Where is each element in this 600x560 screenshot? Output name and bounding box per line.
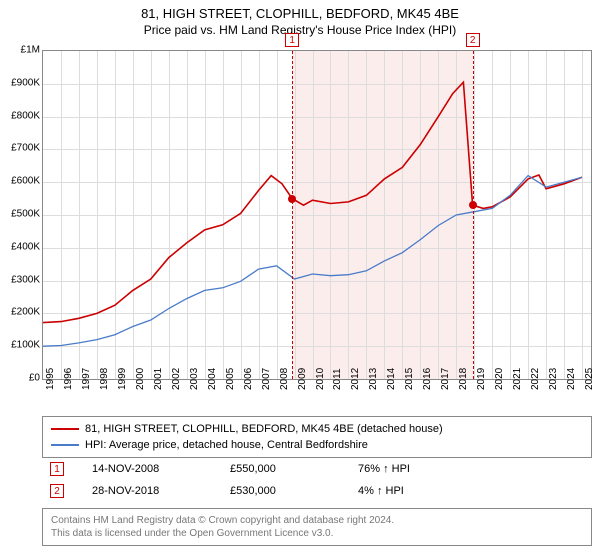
x-axis-label: 2014 xyxy=(386,368,397,390)
chart-svg xyxy=(43,51,591,379)
x-axis-label: 2023 xyxy=(548,368,559,390)
legend-item: HPI: Average price, detached house, Cent… xyxy=(51,437,583,453)
sale-date: 14-NOV-2008 xyxy=(92,463,202,475)
sale-row-marker: 1 xyxy=(50,462,64,476)
title-block: 81, HIGH STREET, CLOPHILL, BEDFORD, MK45… xyxy=(0,0,600,37)
x-axis-label: 2015 xyxy=(404,368,415,390)
x-axis-label: 1995 xyxy=(45,368,56,390)
x-axis-label: 2018 xyxy=(458,368,469,390)
y-axis-label: £1M xyxy=(4,45,40,56)
x-axis-label: 2024 xyxy=(566,368,577,390)
sale-marker-box: 1 xyxy=(285,33,299,47)
y-axis-label: £400K xyxy=(4,241,40,252)
sale-price: £530,000 xyxy=(230,485,330,497)
x-axis-label: 1998 xyxy=(99,368,110,390)
x-axis-label: 2013 xyxy=(368,368,379,390)
legend-item: 81, HIGH STREET, CLOPHILL, BEDFORD, MK45… xyxy=(51,421,583,437)
sale-marker-box: 2 xyxy=(466,33,480,47)
chart-container: 81, HIGH STREET, CLOPHILL, BEDFORD, MK45… xyxy=(0,0,600,560)
title-sub: Price paid vs. HM Land Registry's House … xyxy=(0,23,600,37)
y-axis-label: £0 xyxy=(4,373,40,384)
legend-swatch xyxy=(51,444,79,446)
sale-date: 28-NOV-2018 xyxy=(92,485,202,497)
sale-point-dot xyxy=(288,195,296,203)
y-axis-label: £600K xyxy=(4,176,40,187)
x-axis-label: 2000 xyxy=(135,368,146,390)
y-axis-label: £200K xyxy=(4,307,40,318)
legend-label: 81, HIGH STREET, CLOPHILL, BEDFORD, MK45… xyxy=(85,421,443,437)
x-axis-label: 2016 xyxy=(422,368,433,390)
footer-line1: Contains HM Land Registry data © Crown c… xyxy=(51,514,583,527)
x-axis-label: 2025 xyxy=(584,368,595,390)
x-axis-label: 2011 xyxy=(332,368,343,390)
x-axis-label: 1996 xyxy=(63,368,74,390)
x-axis-label: 2005 xyxy=(225,368,236,390)
footer-attribution: Contains HM Land Registry data © Crown c… xyxy=(42,508,592,546)
sales-table: 1 14-NOV-2008 £550,000 76% ↑ HPI 2 28-NOV-201… xyxy=(42,458,592,502)
y-axis-label: £500K xyxy=(4,209,40,220)
chart-plot-area: 12 xyxy=(42,50,592,380)
y-axis-label: £100K xyxy=(4,340,40,351)
x-axis-label: 2009 xyxy=(297,368,308,390)
x-axis-label: 1997 xyxy=(81,368,92,390)
sale-row: 1 14-NOV-2008 £550,000 76% ↑ HPI xyxy=(42,458,592,480)
y-axis-label: £800K xyxy=(4,110,40,121)
legend-label: HPI: Average price, detached house, Cent… xyxy=(85,437,368,453)
x-axis-label: 2017 xyxy=(440,368,451,390)
y-axis-label: £300K xyxy=(4,274,40,285)
x-axis-label: 2007 xyxy=(261,368,272,390)
x-axis-label: 2006 xyxy=(243,368,254,390)
footer-line2: This data is licensed under the Open Gov… xyxy=(51,527,583,540)
sale-point-dot xyxy=(469,201,477,209)
sale-marker-line xyxy=(473,51,474,379)
title-main: 81, HIGH STREET, CLOPHILL, BEDFORD, MK45… xyxy=(0,6,600,21)
legend-swatch xyxy=(51,428,79,430)
sale-row: 2 28-NOV-2018 £530,000 4% ↑ HPI xyxy=(42,480,592,502)
x-axis-label: 2012 xyxy=(350,368,361,390)
x-axis-label: 2021 xyxy=(512,368,523,390)
legend: 81, HIGH STREET, CLOPHILL, BEDFORD, MK45… xyxy=(42,416,592,458)
y-axis-label: £900K xyxy=(4,77,40,88)
sale-marker-line xyxy=(292,51,293,379)
x-axis-label: 1999 xyxy=(117,368,128,390)
x-axis-label: 2008 xyxy=(279,368,290,390)
sale-row-marker: 2 xyxy=(50,484,64,498)
x-axis-label: 2002 xyxy=(171,368,182,390)
x-axis-label: 2019 xyxy=(476,368,487,390)
series-hpi xyxy=(43,176,582,347)
sale-delta: 76% ↑ HPI xyxy=(358,463,410,475)
x-axis-label: 2010 xyxy=(315,368,326,390)
x-axis-label: 2022 xyxy=(530,368,541,390)
x-axis-label: 2004 xyxy=(207,368,218,390)
sale-delta: 4% ↑ HPI xyxy=(358,485,404,497)
y-axis-label: £700K xyxy=(4,143,40,154)
x-axis-label: 2020 xyxy=(494,368,505,390)
x-axis-label: 2003 xyxy=(189,368,200,390)
sale-price: £550,000 xyxy=(230,463,330,475)
x-axis-label: 2001 xyxy=(153,368,164,390)
